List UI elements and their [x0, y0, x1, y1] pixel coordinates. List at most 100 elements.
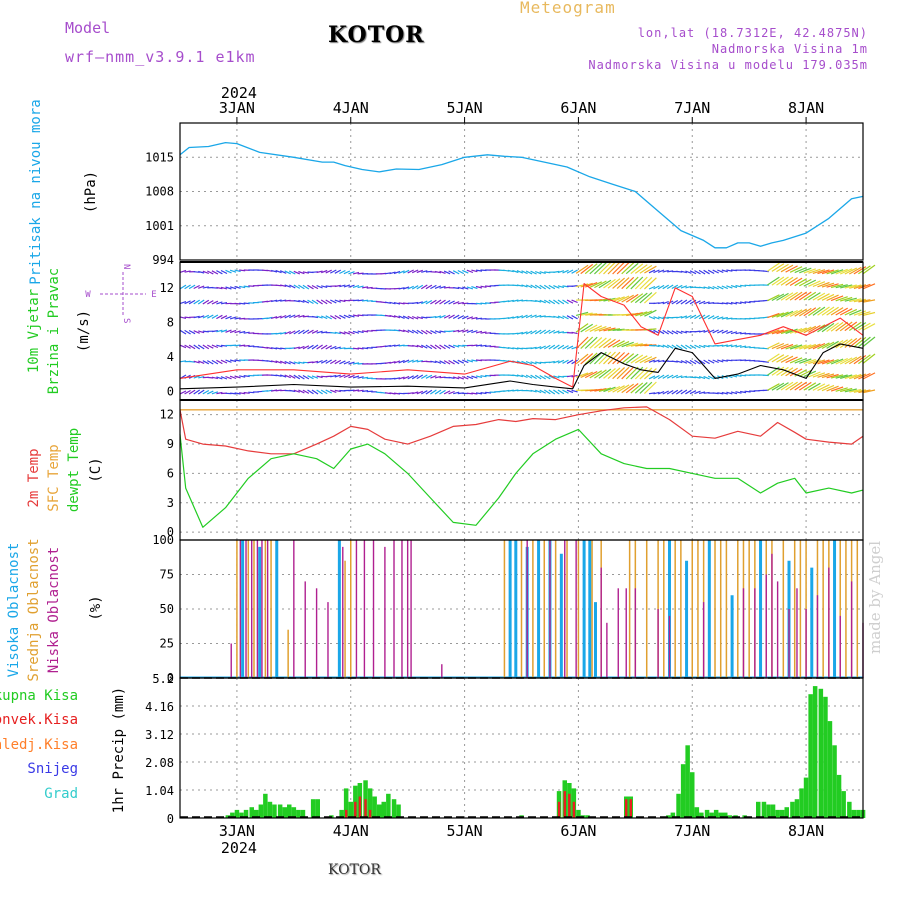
wind-barb [740, 284, 747, 287]
wind-barb [398, 329, 405, 333]
wind-barb [188, 389, 196, 395]
wind-barb [389, 271, 396, 275]
wind-barb [675, 299, 683, 305]
wind-barb [539, 345, 546, 350]
wind-barb [207, 344, 214, 349]
wind-barb [730, 331, 738, 335]
precip-total-bar [670, 812, 676, 818]
wind-barb [589, 281, 603, 288]
bottom-day-label: 5JAN [447, 822, 483, 840]
wind-barb [730, 285, 738, 289]
wind-barb [712, 329, 719, 334]
wind-barb [817, 306, 830, 316]
precip-total-bar [267, 801, 273, 818]
precip-total-bar [291, 807, 297, 818]
wind-barb [434, 270, 442, 274]
wind-barb [721, 330, 729, 334]
wind-barb [220, 329, 228, 333]
wind-barb [521, 374, 528, 379]
precip-convective-bar [345, 809, 348, 818]
wind-barb [507, 389, 514, 392]
wind-barb [202, 270, 210, 275]
wind-barb [739, 301, 747, 304]
wind-barb [717, 316, 724, 320]
bottom-day-label: 4JAN [333, 822, 369, 840]
precip-total-bar [694, 807, 700, 818]
precip-total-bar [372, 796, 377, 818]
model-label: Model [65, 19, 111, 37]
wind-barb [384, 344, 392, 348]
wind-barb [767, 276, 780, 286]
wind-barb [680, 344, 688, 350]
wind-unit-label: (m/s) [76, 310, 92, 352]
wind-barb [366, 286, 373, 289]
wind-barb [862, 264, 876, 275]
wind-barb [466, 316, 474, 320]
precip-total-bar [367, 788, 373, 818]
wind-barb [849, 298, 862, 303]
wind-barb [553, 285, 560, 289]
wind-barb [594, 326, 607, 332]
wind-barb [625, 293, 639, 303]
wind-barb [525, 330, 533, 335]
wind-barb [389, 392, 396, 395]
wind-barb [412, 301, 419, 304]
wind-barb [179, 284, 187, 290]
wind-barb [789, 381, 803, 391]
wind-barb [707, 375, 715, 380]
wind-barb [767, 329, 780, 335]
wind-barb [680, 330, 688, 334]
wind-barb [284, 360, 291, 365]
wind-barb [453, 329, 460, 333]
wind-barb [616, 277, 630, 290]
precip-total-bar [386, 793, 391, 818]
precip-total-bar [823, 696, 828, 818]
wind-barb [179, 360, 187, 363]
wind-barb [785, 367, 798, 377]
wind-barb [289, 361, 296, 365]
bottom-day-label: 8JAN [788, 822, 824, 840]
wind-barb [826, 322, 839, 332]
wind-barb [826, 373, 839, 379]
wind-barb [657, 284, 665, 290]
wind-barb [343, 314, 351, 319]
wind-barb [689, 344, 697, 350]
wind-barb [330, 299, 337, 304]
wind-barb [357, 299, 364, 302]
wind-barb [293, 270, 301, 275]
wind-barb [662, 269, 669, 273]
wind-barb [625, 262, 639, 275]
wind-barb [270, 389, 278, 392]
wind-barb [289, 284, 296, 289]
wind-barb [407, 329, 414, 334]
wind-barb [571, 285, 578, 287]
wind-barb [653, 374, 660, 380]
wind-barb [858, 265, 871, 275]
wind-barb [621, 383, 635, 394]
precip-total-bar [704, 809, 710, 818]
wind-barb [334, 359, 342, 365]
wind-barb [293, 329, 301, 335]
wind-barb [830, 358, 844, 365]
wind-barb [789, 277, 803, 287]
wind-barb [398, 359, 405, 364]
precip-total-bar [585, 815, 590, 818]
wind-barb [416, 269, 424, 274]
wind-barb [794, 381, 808, 391]
wind-barb [844, 374, 857, 380]
wind-barb [835, 284, 848, 289]
wind-barb [803, 370, 817, 378]
precip-total-bar [234, 809, 240, 818]
wind-barb [703, 314, 710, 320]
wind-barb [239, 330, 246, 334]
wind-barb [744, 301, 751, 304]
wind-barb [676, 270, 683, 273]
wind-barb [216, 344, 223, 348]
wind-barb [298, 284, 305, 290]
wind-barb [443, 360, 451, 365]
wind-barb [557, 315, 565, 320]
wind-barb [352, 362, 360, 365]
wind-barb [675, 344, 683, 350]
wind-barb [789, 291, 803, 301]
wind-barb [726, 285, 733, 289]
